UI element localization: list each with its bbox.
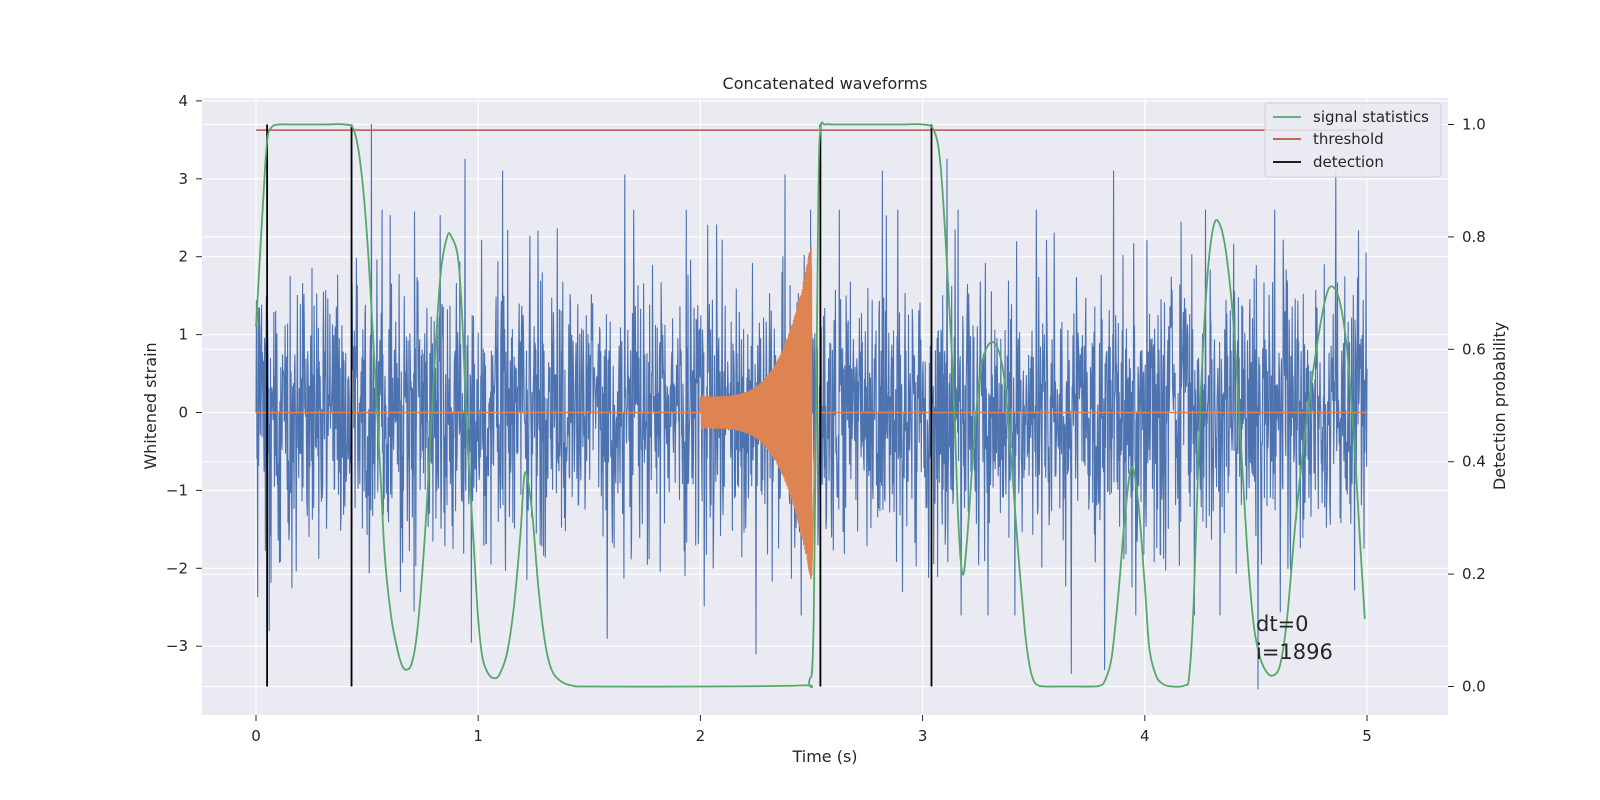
annotation-index: i=1896 [1256,640,1333,664]
x-axis-label: Time (s) [791,747,857,766]
y-tick-label: 2 [178,248,188,266]
y-tick-label: 3 [178,170,188,188]
y-tick-label: 1 [178,326,188,344]
legend-label-threshold: threshold [1313,130,1384,148]
detection-lines [266,124,933,687]
legend-label-signal-statistics: signal statistics [1313,108,1429,126]
y2-tick-label: 0.2 [1462,565,1486,583]
y2-tick-label: 0.4 [1462,453,1486,471]
y2-tick-label: 1.0 [1462,116,1486,134]
annotation-dt: dt=0 [1256,612,1309,636]
legend-box [1264,102,1442,178]
y-axis-label: Whitened strain [141,342,160,469]
y-tick-label: 0 [178,404,188,422]
ticks: 0 1 2 3 4 5 −3 −2 −1 0 1 2 3 4 0.0 0.2 0.4 0.6 0.8 1.0 [166,92,1486,745]
y2-tick-label: 0.6 [1462,340,1486,358]
plot-content [255,121,1368,690]
chart-title: Concatenated waveforms [723,74,928,93]
y-tick-label: −3 [166,637,188,655]
y-tick-label: −1 [166,481,188,499]
legend: signal statistics threshold detection [1264,102,1442,178]
x-tick-label: 4 [1140,727,1150,745]
y2-tick-label: 0.0 [1462,678,1486,696]
y2-axis-label: Detection probability [1490,322,1509,490]
signal-statistics-line [255,121,1366,688]
x-tick-label: 1 [473,727,483,745]
y2-tick-label: 0.8 [1462,228,1486,246]
x-tick-label: 3 [918,727,928,745]
y-tick-label: 4 [178,92,188,110]
template-waveform-line [256,246,1367,580]
y-tick-label: −2 [166,559,188,577]
legend-label-detection: detection [1313,153,1384,171]
x-tick-label: 5 [1362,727,1372,745]
x-tick-label: 0 [251,727,261,745]
x-tick-label: 2 [696,727,706,745]
